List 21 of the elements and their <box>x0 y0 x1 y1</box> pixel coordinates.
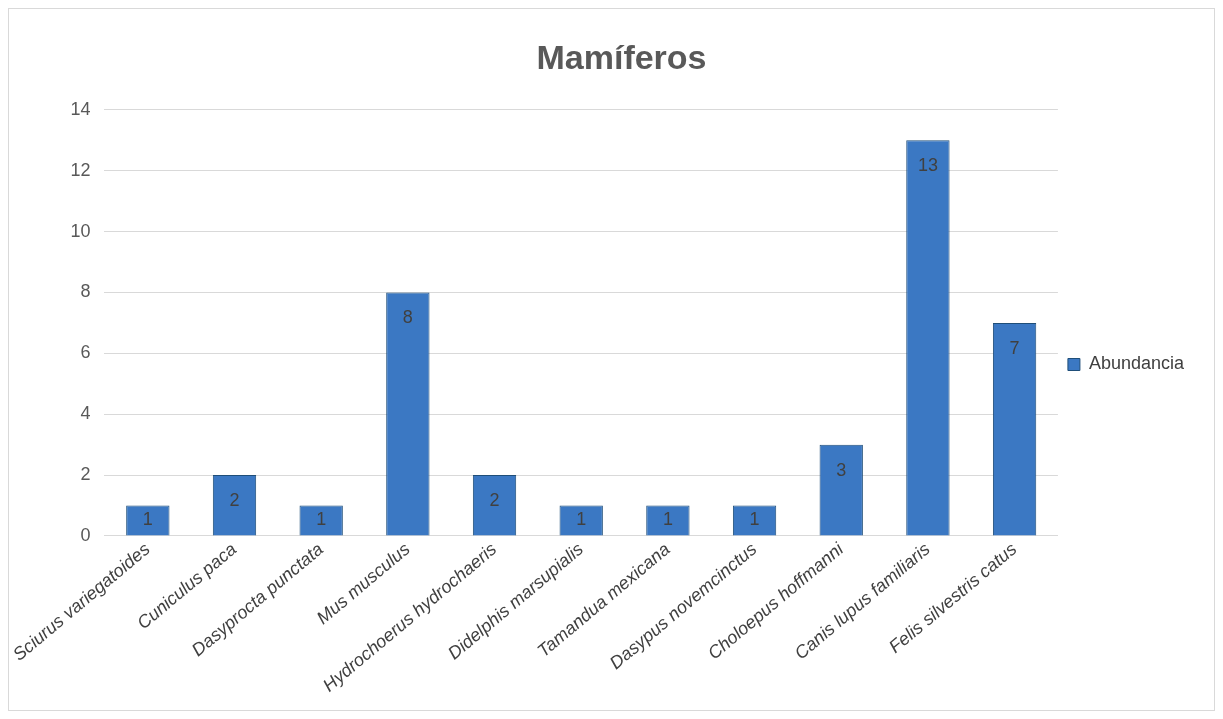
data-label: 2 <box>229 490 240 511</box>
y-tick-label: 4 <box>80 403 91 424</box>
y-tick-label: 6 <box>80 342 91 363</box>
data-label: 1 <box>576 509 587 530</box>
y-tick-label: 2 <box>80 464 91 485</box>
data-label: 1 <box>316 509 327 530</box>
data-label: 13 <box>917 155 938 176</box>
data-label: 1 <box>749 509 760 530</box>
y-tick-label: 10 <box>70 220 91 241</box>
legend-label: Abundancia <box>1088 353 1185 374</box>
data-label: 2 <box>489 490 500 511</box>
y-tick-label: 8 <box>80 281 91 302</box>
data-label: 1 <box>662 509 673 530</box>
y-tick-label: 14 <box>70 98 91 119</box>
data-label: 1 <box>142 509 153 530</box>
data-label: 8 <box>402 307 413 328</box>
chart-title: Mamíferos <box>536 37 707 76</box>
y-tick-label: 12 <box>70 159 91 180</box>
data-label: 7 <box>1009 337 1020 358</box>
data-label: 3 <box>836 459 847 480</box>
y-tick-label: 0 <box>80 524 91 545</box>
